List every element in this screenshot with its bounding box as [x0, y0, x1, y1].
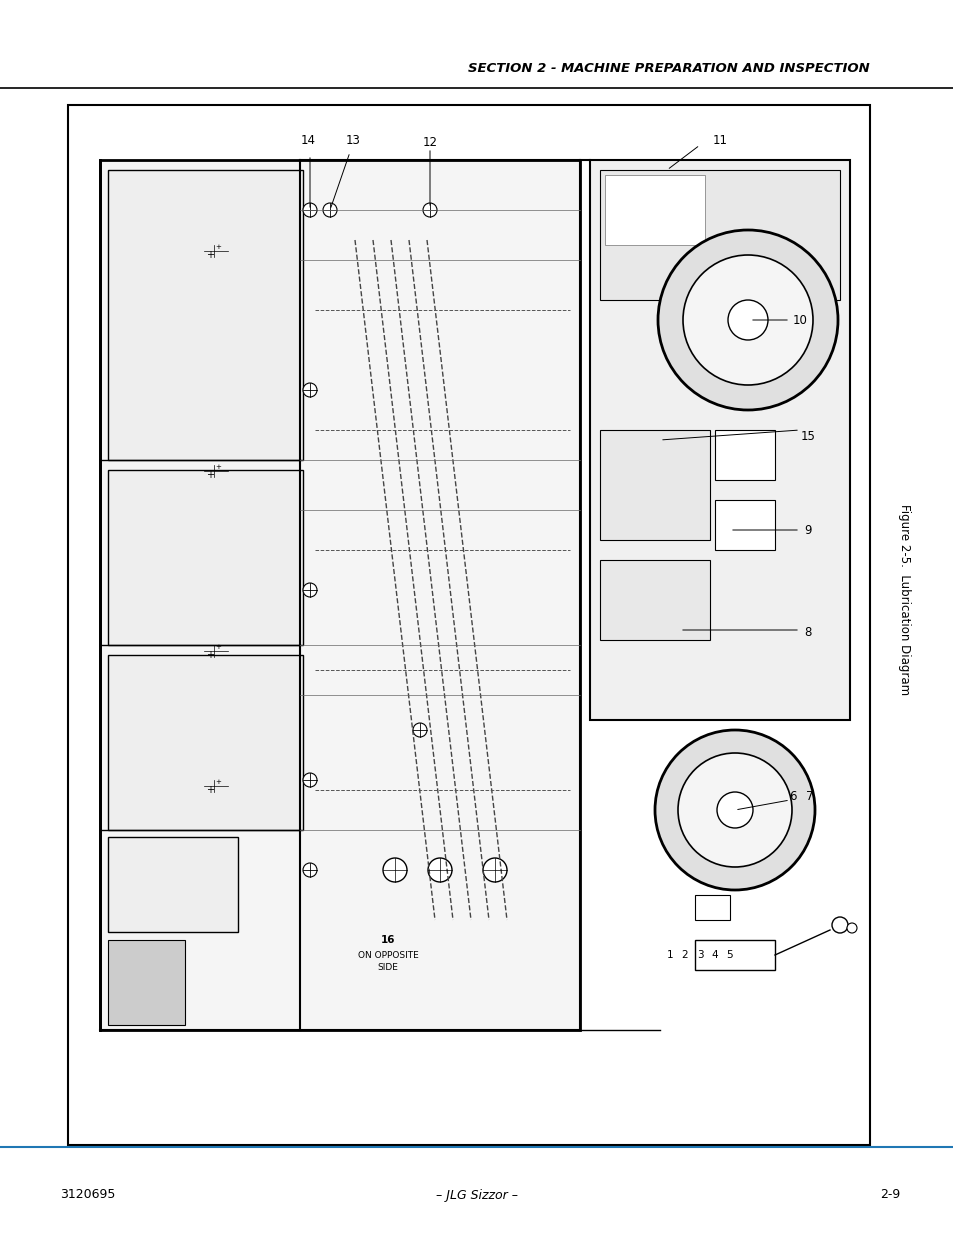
Bar [108, 170, 303, 459]
Circle shape [428, 858, 452, 882]
Text: 1: 1 [666, 950, 673, 960]
Text: SECTION 2 - MACHINE PREPARATION AND INSPECTION: SECTION 2 - MACHINE PREPARATION AND INSP… [468, 62, 869, 74]
Circle shape [658, 230, 837, 410]
Circle shape [413, 722, 427, 737]
Text: 9: 9 [803, 524, 811, 536]
Bar [599, 559, 709, 640]
Text: 7: 7 [805, 790, 813, 804]
Bar [604, 175, 704, 245]
Circle shape [303, 583, 316, 597]
Text: +: + [206, 471, 213, 480]
Text: 3: 3 [696, 950, 702, 960]
Text: 12: 12 [422, 137, 437, 149]
Circle shape [303, 203, 316, 217]
Bar [695, 895, 729, 920]
Text: 14: 14 [300, 133, 315, 147]
Bar [599, 430, 709, 540]
Bar [68, 105, 869, 1145]
Text: Figure 2-5.  Lubrication Diagram: Figure 2-5. Lubrication Diagram [898, 504, 910, 695]
Circle shape [682, 254, 812, 385]
Circle shape [323, 203, 336, 217]
Circle shape [846, 923, 856, 932]
Text: 2-9: 2-9 [879, 1188, 899, 1202]
Circle shape [482, 858, 506, 882]
Bar [714, 430, 774, 480]
Text: 11: 11 [712, 133, 727, 147]
Circle shape [422, 203, 436, 217]
Text: 10: 10 [792, 314, 806, 326]
Circle shape [831, 918, 847, 932]
Polygon shape [108, 940, 185, 1025]
Text: +: + [206, 650, 213, 659]
Bar [695, 940, 774, 969]
Text: 13: 13 [345, 133, 360, 147]
Text: 8: 8 [803, 626, 811, 640]
Text: 6: 6 [788, 790, 796, 804]
Text: 5: 5 [726, 950, 733, 960]
Text: ON OPPOSITE: ON OPPOSITE [357, 951, 418, 960]
Bar [100, 161, 579, 1030]
Bar [108, 837, 237, 932]
Circle shape [303, 383, 316, 396]
Text: +: + [214, 779, 221, 785]
Circle shape [303, 773, 316, 787]
Circle shape [717, 792, 752, 827]
Bar [108, 655, 303, 830]
Text: SIDE: SIDE [377, 963, 398, 972]
Text: 3120695: 3120695 [60, 1188, 115, 1202]
Bar [589, 161, 849, 720]
Text: +: + [206, 249, 213, 261]
Circle shape [382, 858, 407, 882]
Text: 15: 15 [800, 431, 815, 443]
Circle shape [303, 863, 316, 877]
Text: – JLG Sizzor –: – JLG Sizzor – [436, 1188, 517, 1202]
Text: 2: 2 [681, 950, 688, 960]
Bar [714, 500, 774, 550]
Text: +: + [206, 785, 213, 795]
Bar [599, 170, 840, 300]
Text: 16: 16 [380, 935, 395, 945]
Text: +: + [214, 464, 221, 471]
Text: +: + [214, 643, 221, 650]
Circle shape [678, 753, 791, 867]
Bar [108, 471, 303, 645]
Circle shape [727, 300, 767, 340]
Text: +: + [214, 245, 221, 249]
Circle shape [655, 730, 814, 890]
Text: 4: 4 [711, 950, 718, 960]
